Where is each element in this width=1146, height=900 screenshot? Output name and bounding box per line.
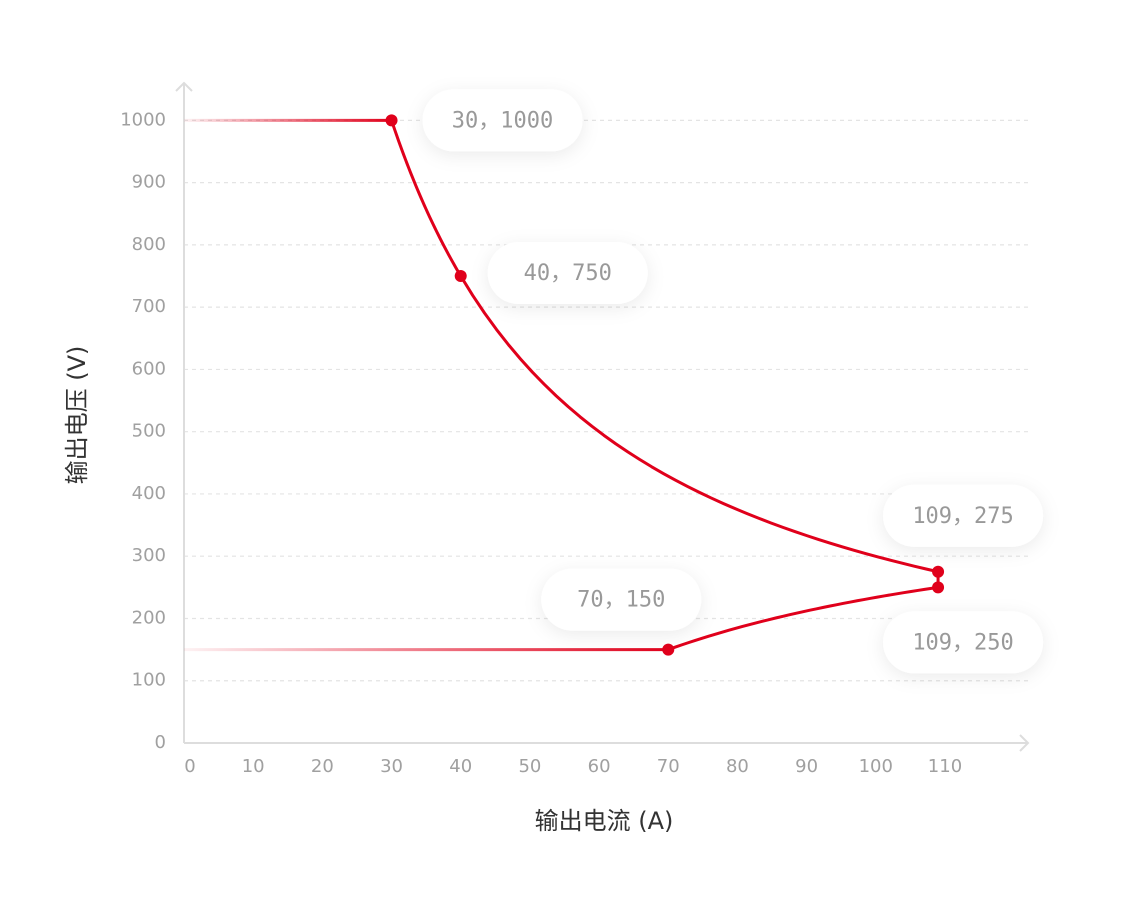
axes — [175, 81, 1030, 752]
x-axis-title: 输出电流 (A) — [535, 807, 674, 835]
y-tick-label: 100 — [132, 670, 166, 691]
annotation-box — [487, 242, 648, 305]
x-tick-label: 60 — [588, 756, 611, 777]
x-tick-label: 70 — [657, 756, 680, 777]
y-tick-label: 400 — [132, 483, 166, 504]
annotation-box — [541, 568, 702, 631]
annotation-label: 109，275 — [912, 504, 1013, 529]
x-tick-label: 80 — [726, 756, 749, 777]
y-axis-arrow — [175, 81, 193, 92]
data-point — [662, 643, 675, 656]
x-tick-label: 90 — [795, 756, 818, 777]
x-tick-label: 50 — [518, 756, 541, 777]
annotation-label: 70，150 — [577, 588, 665, 613]
x-tick-label: 0 — [184, 756, 195, 777]
y-tick-label: 600 — [132, 358, 166, 379]
annotation-label: 109，250 — [912, 630, 1013, 655]
y-tick-label: 700 — [132, 296, 166, 317]
data-point — [932, 581, 945, 594]
annotation-label: 30，1000 — [452, 108, 553, 133]
x-tick-label: 100 — [859, 756, 893, 777]
x-tick-label: 30 — [380, 756, 403, 777]
annotation-box — [883, 484, 1044, 547]
y-tick-label: 900 — [132, 172, 166, 193]
y-axis-title: 输出电压 (V) — [63, 346, 91, 485]
plot: 30，1000 40，750 109，275 109，250 70，150 — [184, 89, 1044, 674]
y-tick-label: 200 — [132, 607, 166, 628]
y-tick-label: 500 — [132, 421, 166, 442]
x-tick-label: 20 — [311, 756, 334, 777]
annotation-box — [422, 89, 583, 152]
y-tick-label: 800 — [132, 234, 166, 255]
series-line — [184, 118, 940, 588]
x-axis-arrow — [1019, 734, 1030, 752]
x-tick-label: 110 — [928, 756, 962, 777]
y-tick-label: 0 — [155, 732, 166, 753]
annotation-box — [883, 611, 1044, 674]
x-tick-label: 10 — [242, 756, 265, 777]
data-point — [454, 270, 467, 283]
annotation-label: 40，750 — [524, 261, 612, 286]
data-point — [385, 114, 398, 127]
y-tick-label: 1000 — [120, 109, 166, 130]
y-tick-label: 300 — [132, 545, 166, 566]
series-line — [184, 585, 939, 652]
data-point — [932, 565, 945, 578]
x-tick-label: 40 — [449, 756, 472, 777]
